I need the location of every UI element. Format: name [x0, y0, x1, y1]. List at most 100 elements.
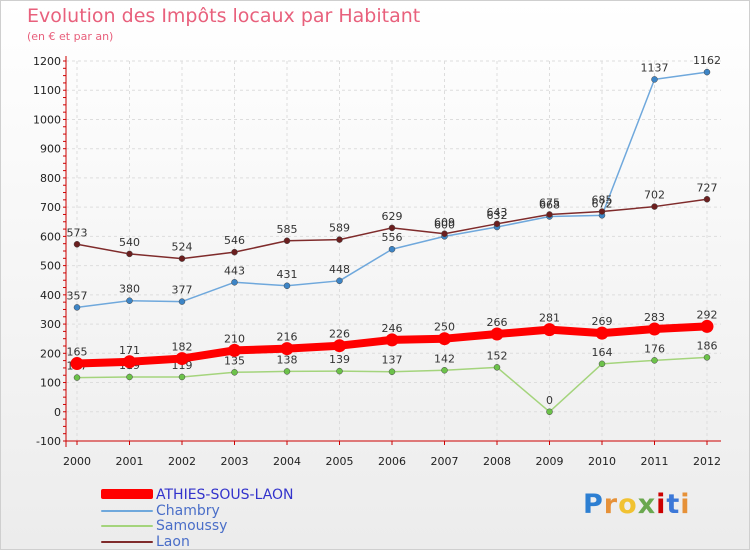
data-point: [388, 245, 396, 253]
series-laon: 573 540 524 546 585 589 629 609 643 675 685 702 727: [67, 181, 718, 262]
data-point: [598, 360, 606, 368]
chart-title: Evolution des Impôts locaux par Habitant: [27, 5, 421, 27]
data-label: 643: [487, 206, 508, 219]
data-point: [70, 357, 84, 371]
x-tick-label: 2011: [641, 455, 669, 468]
data-point: [388, 224, 396, 232]
data-label: 573: [67, 226, 88, 239]
x-tick-label: 2003: [221, 455, 249, 468]
x-tick-label: 2012: [693, 455, 721, 468]
data-label: 443: [224, 264, 245, 277]
y-tick-label: 300: [40, 318, 61, 331]
y-tick-label: 600: [40, 230, 61, 243]
data-point: [651, 76, 658, 83]
x-tick-label: 2001: [116, 455, 144, 468]
data-point: [648, 322, 661, 336]
data-label: 357: [67, 289, 88, 302]
data-label: 164: [592, 346, 613, 359]
legend-label: ATHIES-SOUS-LAON: [156, 487, 294, 503]
data-point: [598, 208, 606, 215]
data-label: 216: [277, 331, 298, 344]
y-tick-label: -100: [36, 435, 61, 448]
data-label: 281: [539, 312, 560, 325]
data-point: [231, 369, 238, 376]
data-point: [126, 250, 133, 258]
x-tick-label: 2002: [168, 455, 196, 468]
data-label: 0: [546, 394, 553, 407]
data-point: [231, 279, 238, 286]
data-label: 266: [487, 316, 508, 329]
data-point: [178, 255, 186, 262]
data-label: 186: [697, 339, 718, 352]
data-point: [703, 68, 711, 76]
x-tick-label: 2006: [378, 455, 406, 468]
data-point: [651, 357, 658, 364]
data-point: [493, 364, 501, 371]
logo-letter: i: [680, 489, 691, 520]
data-label: 589: [329, 222, 350, 235]
y-tick-label: 200: [40, 347, 61, 360]
data-point: [175, 352, 189, 366]
data-point: [283, 282, 291, 290]
data-label: 585: [277, 223, 298, 236]
data-label: 685: [592, 194, 613, 207]
y-tick-label: 700: [40, 201, 61, 214]
data-point: [595, 326, 609, 340]
x-tick-label: 2005: [326, 455, 354, 468]
legend-label: Samoussy: [156, 518, 228, 534]
y-tick-label: 800: [40, 172, 61, 185]
data-label: 152: [487, 349, 508, 362]
y-tick-label: 1100: [33, 84, 61, 97]
data-point: [178, 373, 186, 381]
data-point: [703, 354, 711, 361]
legend-swatch: [101, 540, 153, 543]
data-point: [438, 332, 451, 346]
data-point: [73, 304, 81, 311]
legend-label: Laon: [156, 533, 190, 550]
data-label: 524: [172, 241, 193, 254]
data-label: 672: [592, 197, 613, 210]
y-tick-label: 900: [40, 143, 61, 156]
data-point: [336, 277, 343, 285]
data-label: 556: [382, 231, 403, 244]
legend-label: Chambry: [156, 502, 220, 519]
data-label: 142: [434, 352, 455, 365]
data-point: [73, 374, 81, 381]
data-label: 702: [644, 189, 665, 202]
data-label: 675: [539, 196, 560, 209]
proxiti-logo: Proxiti: [583, 489, 691, 520]
data-point: [490, 327, 504, 341]
data-point: [231, 248, 238, 256]
data-point: [336, 236, 343, 243]
y-tick-label: 0: [54, 406, 61, 419]
data-label: 176: [644, 342, 665, 355]
legend-swatch: [101, 509, 153, 512]
data-label: 546: [224, 234, 245, 247]
data-point: [333, 339, 346, 353]
data-point: [280, 342, 294, 356]
data-label: 210: [224, 332, 245, 345]
data-label: 1162: [693, 54, 721, 67]
data-point: [126, 297, 133, 304]
data-point: [703, 196, 711, 203]
data-point: [700, 319, 714, 333]
data-point: [228, 343, 241, 357]
chart-subtitle: (en € et par an): [27, 30, 114, 43]
logo-letter: t: [666, 489, 681, 520]
x-tick-label: 2007: [431, 455, 459, 468]
data-label: 250: [434, 321, 455, 334]
x-tick-label: 2000: [63, 455, 91, 468]
x-tick-label: 2010: [588, 455, 616, 468]
data-point: [283, 237, 291, 245]
data-label: 165: [67, 346, 88, 359]
data-label: 171: [119, 344, 140, 357]
legend-swatch: [101, 489, 153, 499]
data-point: [546, 211, 553, 218]
logo-letter: r: [603, 489, 619, 520]
data-label: 380: [119, 283, 140, 296]
data-point: [388, 368, 396, 375]
data-point: [441, 230, 448, 238]
logo-letter: i: [656, 489, 667, 520]
